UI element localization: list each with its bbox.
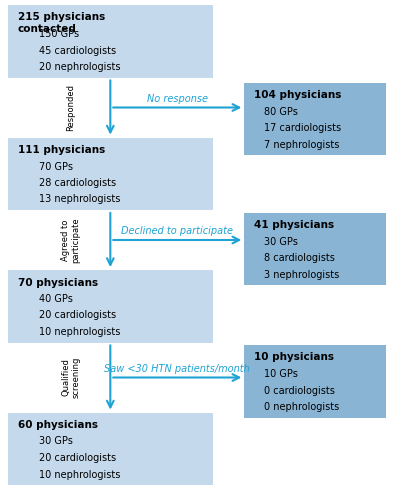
Text: Agreed to
participate: Agreed to participate: [61, 217, 81, 263]
FancyBboxPatch shape: [244, 345, 386, 418]
Text: 13 nephrologists: 13 nephrologists: [39, 194, 121, 204]
Text: 8 cardiologists: 8 cardiologists: [264, 253, 335, 263]
FancyBboxPatch shape: [8, 270, 213, 342]
Text: 30 GPs: 30 GPs: [39, 436, 73, 446]
Text: 40 GPs: 40 GPs: [39, 294, 73, 304]
Text: 80 GPs: 80 GPs: [264, 106, 298, 117]
Text: 70 GPs: 70 GPs: [39, 162, 73, 172]
Text: 0 cardiologists: 0 cardiologists: [264, 386, 335, 396]
Text: 30 GPs: 30 GPs: [264, 236, 298, 246]
Text: 10 physicians: 10 physicians: [254, 352, 334, 362]
FancyBboxPatch shape: [244, 82, 386, 155]
Text: 70 physicians: 70 physicians: [18, 278, 98, 287]
Text: 45 cardiologists: 45 cardiologists: [39, 46, 117, 56]
Text: Declined to participate: Declined to participate: [121, 226, 233, 236]
Text: 20 cardiologists: 20 cardiologists: [39, 310, 117, 320]
Text: 20 cardiologists: 20 cardiologists: [39, 453, 117, 463]
Text: 41 physicians: 41 physicians: [254, 220, 334, 230]
Text: 7 nephrologists: 7 nephrologists: [264, 140, 339, 149]
FancyBboxPatch shape: [8, 412, 213, 485]
Text: 104 physicians: 104 physicians: [254, 90, 342, 100]
Text: 111 physicians: 111 physicians: [18, 145, 105, 155]
FancyBboxPatch shape: [244, 212, 386, 285]
Text: 0 nephrologists: 0 nephrologists: [264, 402, 339, 412]
Text: 10 nephrologists: 10 nephrologists: [39, 470, 121, 480]
Text: 28 cardiologists: 28 cardiologists: [39, 178, 117, 188]
Text: 20 nephrologists: 20 nephrologists: [39, 62, 121, 72]
Text: 17 cardiologists: 17 cardiologists: [264, 123, 341, 133]
Text: 215 physicians
contacted: 215 physicians contacted: [18, 12, 105, 34]
Text: 150 GPs: 150 GPs: [39, 29, 80, 39]
FancyBboxPatch shape: [8, 138, 213, 210]
Text: Qualified
screening: Qualified screening: [61, 357, 81, 398]
Text: 10 nephrologists: 10 nephrologists: [39, 327, 121, 337]
Text: No response: No response: [147, 94, 208, 104]
Text: Responded: Responded: [67, 84, 75, 131]
Text: 10 GPs: 10 GPs: [264, 369, 298, 379]
Text: 3 nephrologists: 3 nephrologists: [264, 270, 339, 280]
Text: Saw <30 HTN patients/month: Saw <30 HTN patients/month: [104, 364, 250, 374]
Text: 60 physicians: 60 physicians: [18, 420, 98, 430]
FancyBboxPatch shape: [8, 5, 213, 78]
